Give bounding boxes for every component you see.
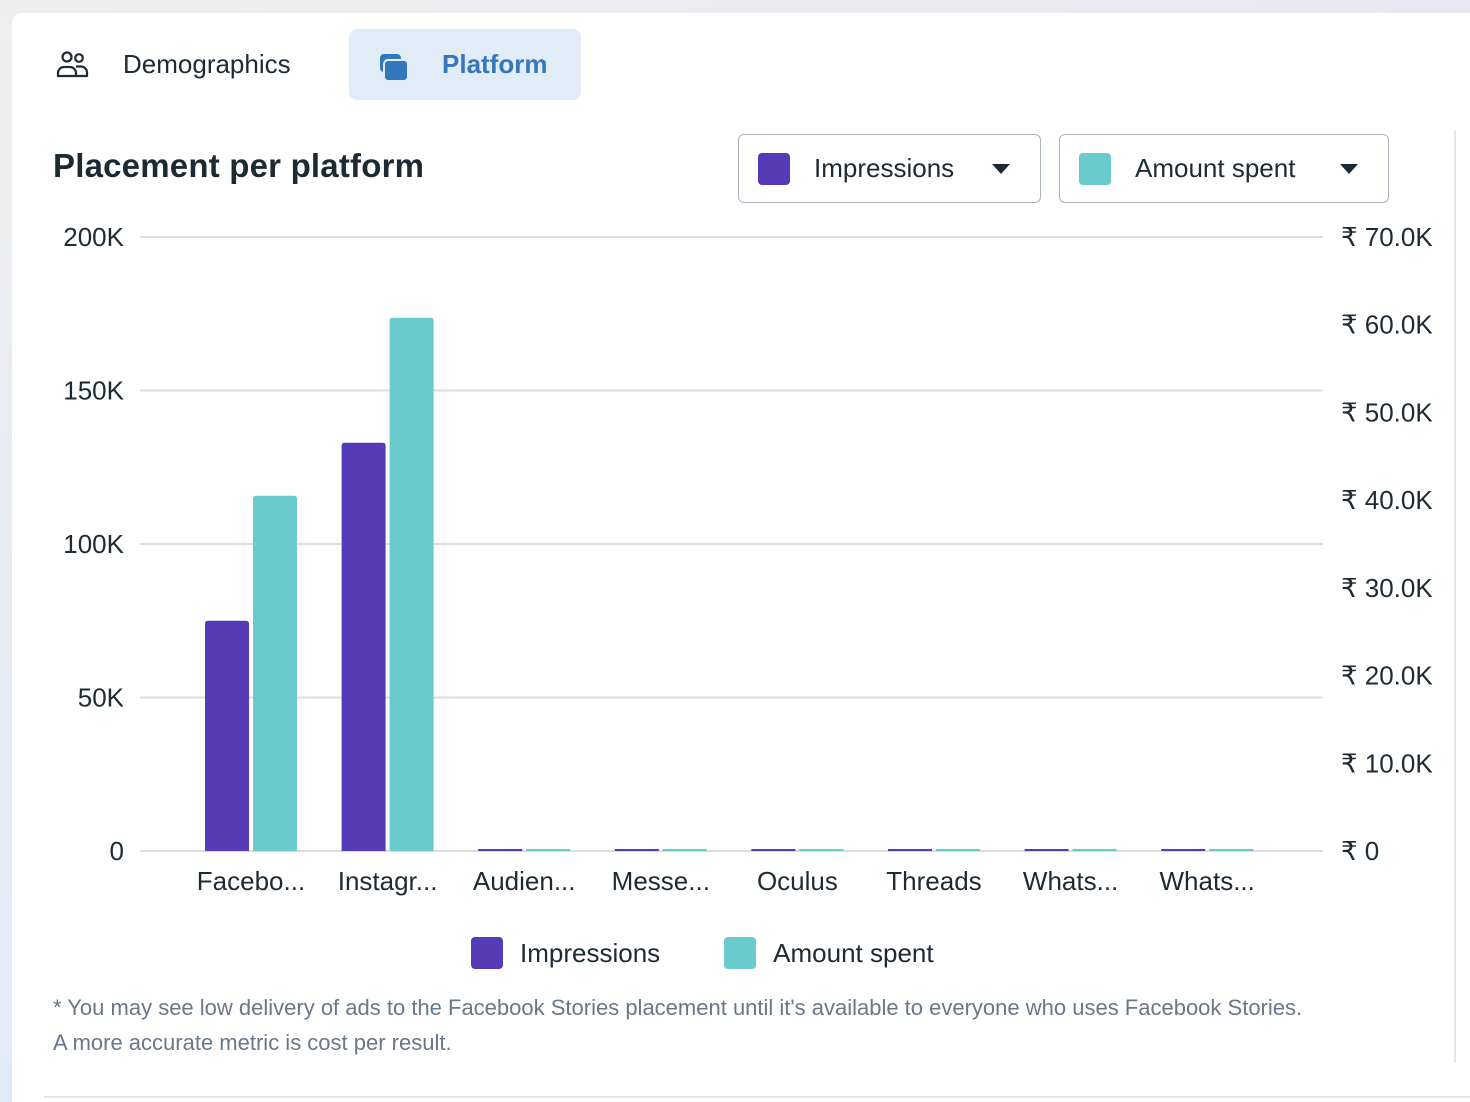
- x-axis-category-label: Threads: [886, 866, 981, 896]
- right-axis-tick-label: ₹ 0: [1341, 836, 1379, 866]
- impressions-bar[interactable]: [1161, 849, 1206, 851]
- legend-swatch-amount-spent: [724, 937, 757, 969]
- chart-title: Placement per platform: [53, 147, 425, 184]
- x-axis-category-label: Whats...: [1160, 866, 1255, 896]
- impressions-bar[interactable]: [478, 849, 523, 851]
- bars: [205, 317, 1254, 851]
- impressions-bar[interactable]: [888, 849, 932, 851]
- impressions-bar[interactable]: [205, 620, 249, 851]
- footnote-line-1: * You may see low delivery of ads to the…: [53, 995, 1303, 1020]
- tab-demographics[interactable]: Demographics: [42, 29, 305, 100]
- amount-spent-bar[interactable]: [389, 317, 434, 851]
- right-axis-tick-label: ₹ 30.0K: [1341, 573, 1433, 603]
- legend-label-impressions: Impressions: [520, 937, 661, 968]
- legend-item-amount-spent[interactable]: Amount spent: [724, 937, 934, 969]
- x-axis-category-label: Facebo...: [197, 866, 305, 896]
- amount-spent-dropdown-label: Amount spent: [1135, 153, 1296, 183]
- amount-spent-bar[interactable]: [1209, 849, 1254, 851]
- footnote-line-2: A more accurate metric is cost per resul…: [53, 1030, 452, 1055]
- x-axis-labels: Facebo... Instagr... Audien... Messe... Ocul…: [197, 866, 1255, 896]
- right-axis-tick-label: ₹ 10.0K: [1341, 748, 1433, 778]
- left-axis-tick-label: 150K: [63, 376, 124, 406]
- left-axis-tick-label: 100K: [63, 529, 124, 559]
- caret-down-icon: [1340, 164, 1358, 174]
- right-axis-tick-label: ₹ 40.0K: [1341, 485, 1433, 515]
- tab-platform[interactable]: Platform: [349, 29, 581, 100]
- gridlines: [140, 236, 1323, 852]
- x-axis-category-label: Messe...: [612, 866, 710, 896]
- amount-spent-bar[interactable]: [662, 849, 707, 851]
- chart-legend: Impressions Amount spent: [471, 937, 998, 969]
- x-axis-category-label: Oculus: [757, 866, 838, 896]
- amount-spent-bar[interactable]: [936, 849, 980, 851]
- bottom-divider: [44, 1096, 1470, 1098]
- amount-spent-color-swatch: [1079, 152, 1111, 185]
- impressions-bar[interactable]: [341, 442, 386, 851]
- left-axis-ticks: 0 50K 100K 150K 200K: [63, 222, 124, 866]
- right-axis-tick-label: ₹ 60.0K: [1341, 310, 1433, 340]
- caret-down-icon: [992, 164, 1010, 174]
- right-axis-tick-label: ₹ 50.0K: [1341, 397, 1433, 427]
- right-axis-tick-label: ₹ 20.0K: [1341, 661, 1433, 691]
- x-axis-category-label: Instagr...: [338, 866, 438, 896]
- footnote: * You may see low delivery of ads to the…: [53, 990, 1453, 1060]
- x-axis-category-label: Audien...: [473, 866, 576, 896]
- impressions-bar[interactable]: [1024, 849, 1069, 851]
- page-top-background: [0, 0, 1470, 13]
- tab-platform-label: Platform: [442, 49, 548, 79]
- placement-bar-chart: 0 50K 100K 150K 200K ₹ 0 ₹ 10.0K ₹ 20.0K ₹ 30.0…: [63, 222, 1433, 896]
- left-axis-tick-label: 50K: [78, 683, 125, 713]
- legend-swatch-impressions: [471, 937, 503, 969]
- legend-label-amount-spent: Amount spent: [773, 937, 934, 968]
- amount-spent-bar[interactable]: [526, 849, 571, 851]
- amount-spent-bar[interactable]: [799, 849, 844, 851]
- amount-spent-bar[interactable]: [253, 495, 297, 851]
- left-axis-tick-label: 200K: [63, 222, 124, 252]
- left-axis-tick-label: 0: [110, 836, 124, 866]
- impressions-bar[interactable]: [751, 849, 796, 851]
- x-axis-category-label: Whats...: [1023, 866, 1118, 896]
- right-axis-tick-label: ₹ 70.0K: [1341, 222, 1433, 252]
- legend-item-impressions[interactable]: Impressions: [471, 937, 660, 969]
- amount-spent-metric-dropdown[interactable]: Amount spent: [1059, 134, 1389, 203]
- impressions-dropdown-label: Impressions: [814, 153, 955, 183]
- impressions-bar[interactable]: [614, 849, 659, 851]
- right-scrollbar-track: [1454, 130, 1456, 1063]
- right-axis-ticks: ₹ 0 ₹ 10.0K ₹ 20.0K ₹ 30.0K ₹ 40.0K ₹ 50.0K ₹ …: [1341, 222, 1433, 866]
- people-icon: [56, 50, 89, 77]
- tab-demographics-label: Demographics: [123, 49, 291, 79]
- platform-stack-icon: [380, 54, 409, 82]
- impressions-color-swatch: [758, 152, 790, 185]
- amount-spent-bar[interactable]: [1072, 849, 1117, 851]
- impressions-metric-dropdown[interactable]: Impressions: [738, 134, 1041, 203]
